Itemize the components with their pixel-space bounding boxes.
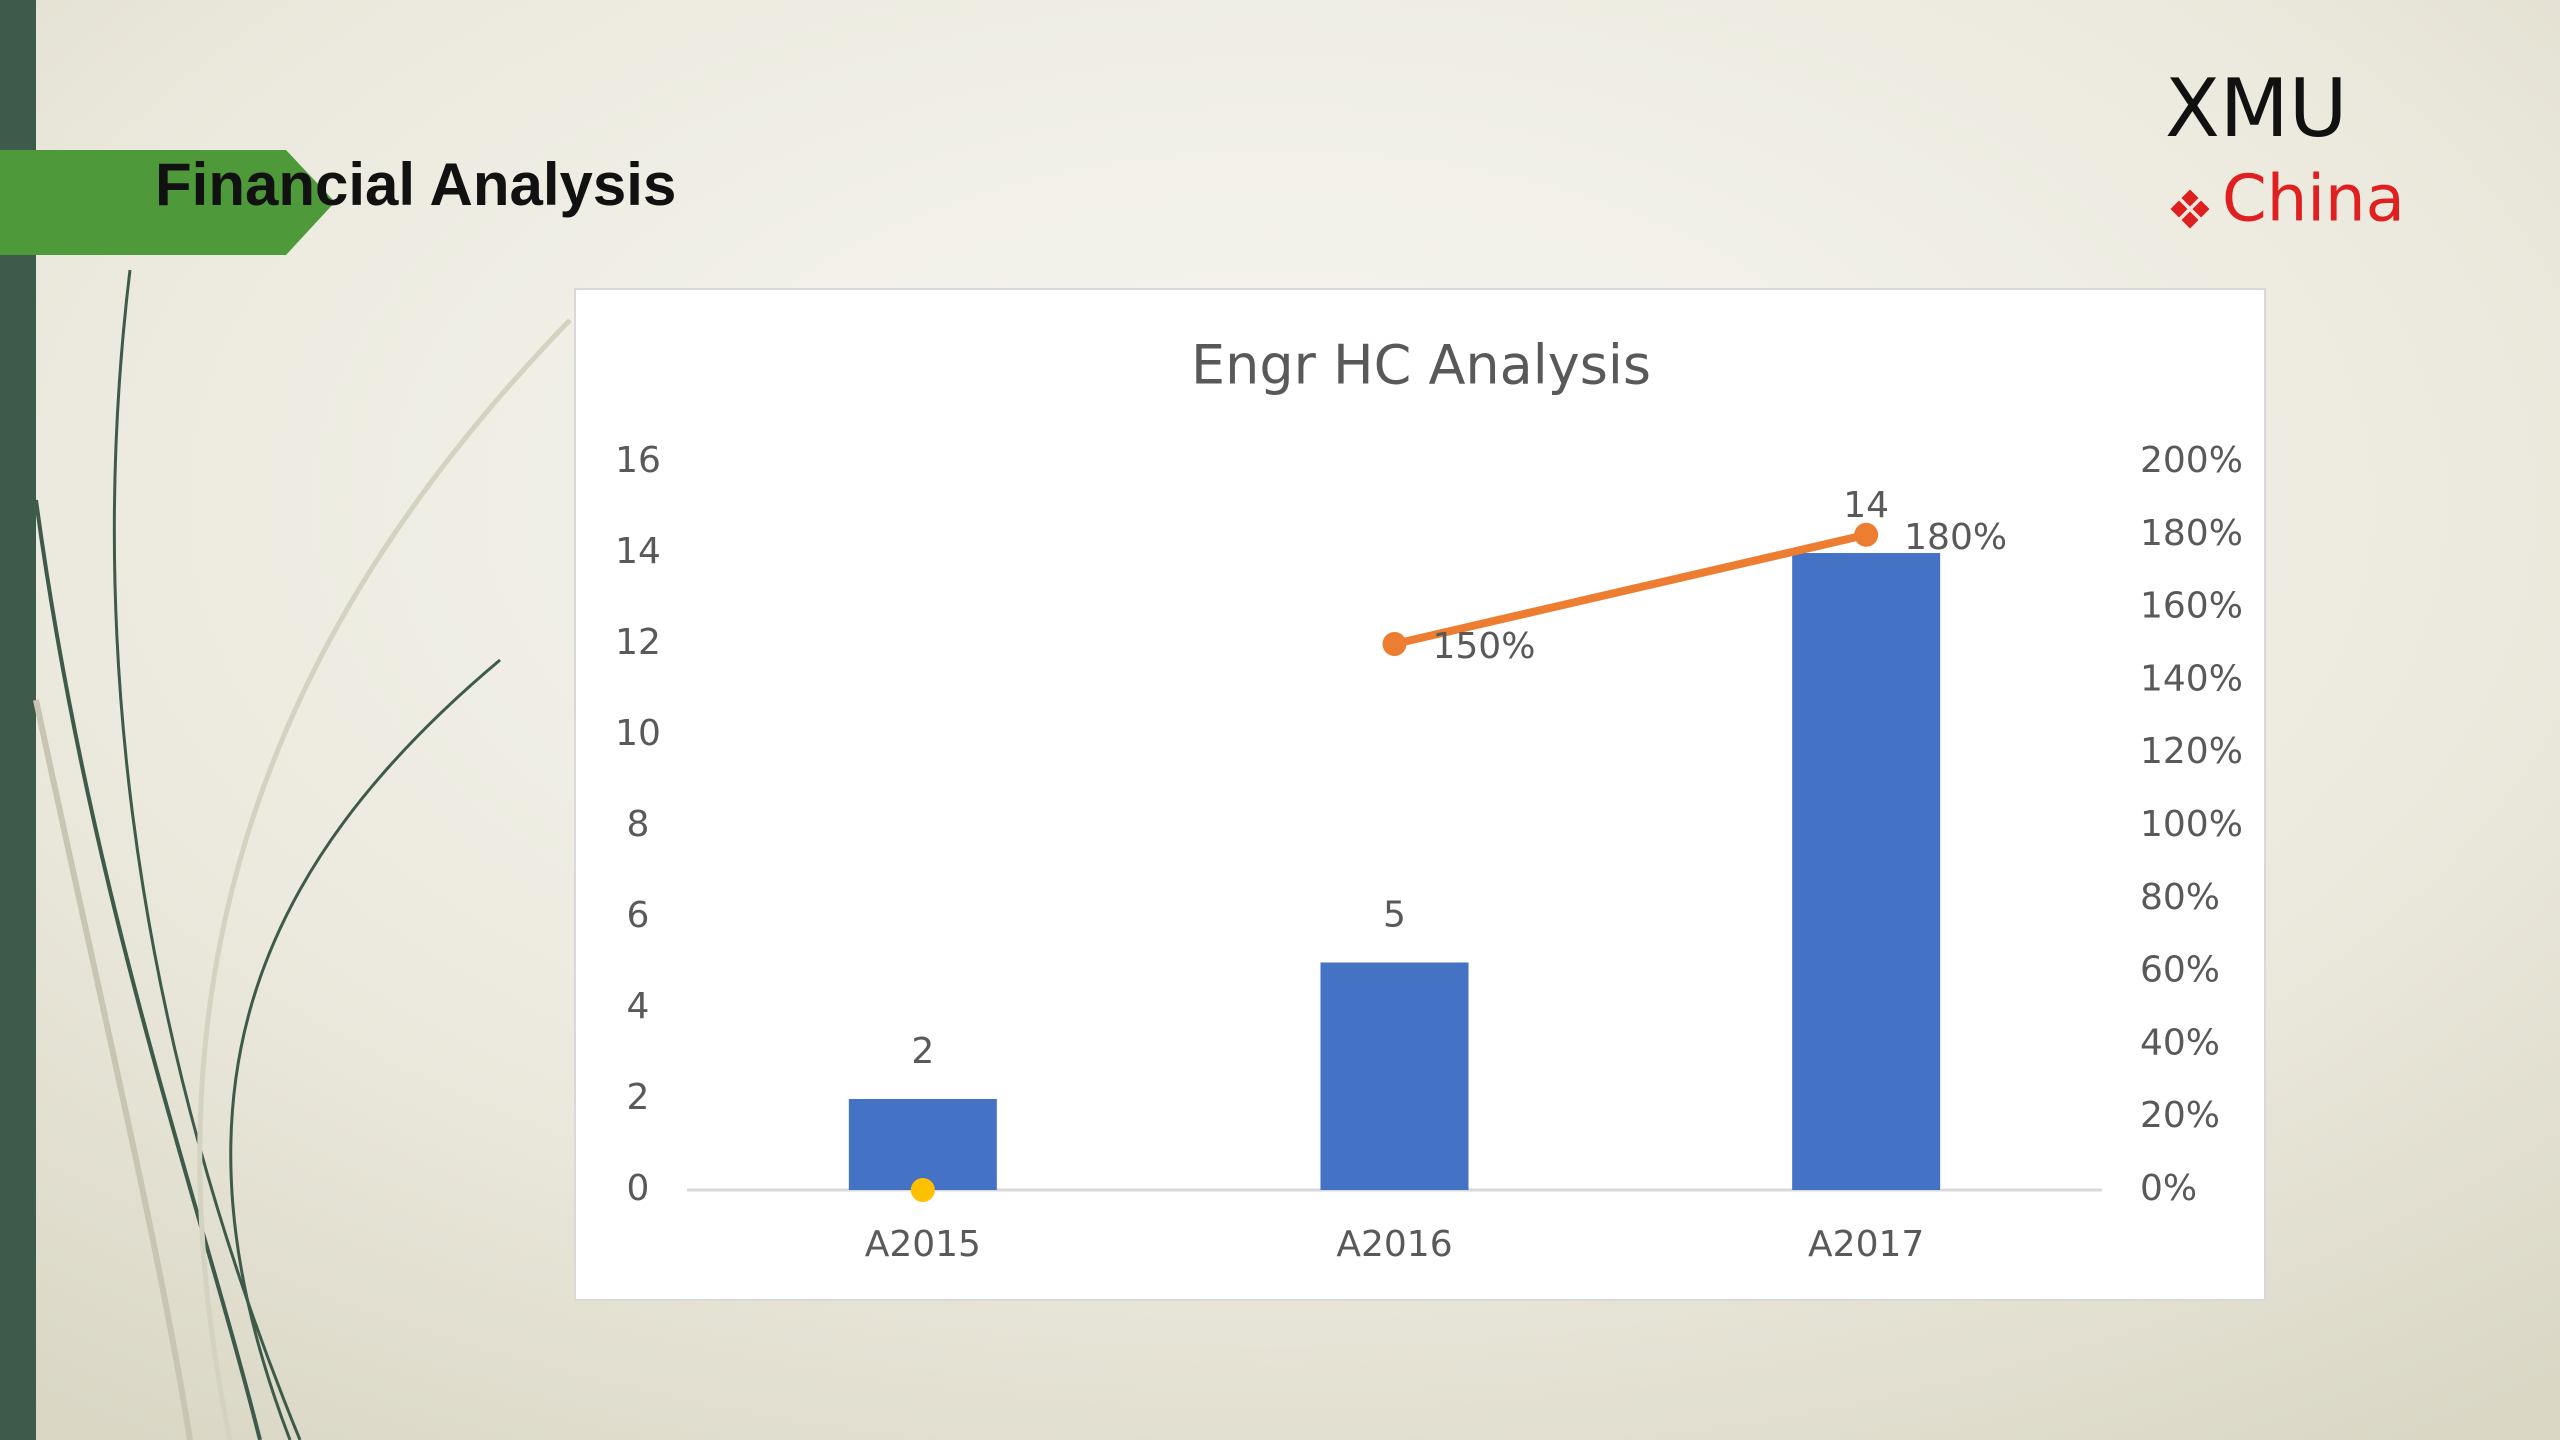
y2-tick-label: 60% bbox=[2140, 950, 2220, 991]
data-label: 14 bbox=[1843, 485, 1889, 526]
y2-tick-label: 140% bbox=[2140, 658, 2243, 699]
y2-tick-label: 40% bbox=[2140, 1022, 2220, 1063]
y2-tick-label: 20% bbox=[2140, 1095, 2220, 1136]
y2-tick-label: 120% bbox=[2140, 731, 2243, 772]
data-label: 150% bbox=[1433, 626, 1536, 667]
bar bbox=[848, 1099, 997, 1190]
line-marker bbox=[1382, 632, 1407, 656]
line bbox=[1390, 530, 1871, 648]
y-tick-label: 10 bbox=[615, 713, 661, 754]
logo-name: XMU bbox=[2165, 62, 2347, 155]
y2-tick-label: 0% bbox=[2140, 1168, 2197, 1209]
y-tick-label: 2 bbox=[627, 1077, 650, 1118]
y-tick-label: 0 bbox=[627, 1168, 650, 1209]
y-tick-label: 4 bbox=[627, 986, 650, 1027]
y2-tick-label: 180% bbox=[2140, 513, 2243, 554]
x-tick-label: A2016 bbox=[1336, 1224, 1452, 1265]
x-tick-label: A2015 bbox=[865, 1224, 981, 1265]
y-tick-label: 12 bbox=[615, 622, 661, 663]
y-tick-label: 14 bbox=[615, 531, 661, 572]
bar bbox=[1792, 553, 1941, 1190]
y2-tick-label: 160% bbox=[2140, 586, 2243, 627]
data-label: 2 bbox=[911, 1031, 934, 1072]
chart-title: Engr HC Analysis bbox=[1191, 334, 1651, 397]
point-marker bbox=[910, 1178, 935, 1202]
y2-tick-label: 200% bbox=[2140, 440, 2243, 481]
line-marker bbox=[1854, 522, 1879, 547]
y2-tick-label: 100% bbox=[2140, 804, 2243, 845]
bar bbox=[1320, 962, 1469, 1190]
slide-title: Financial Analysis bbox=[155, 151, 676, 218]
logo-region: China bbox=[2222, 163, 2405, 237]
y-tick-label: 6 bbox=[627, 895, 650, 936]
title-banner bbox=[0, 150, 335, 255]
y-tick-label: 8 bbox=[627, 804, 650, 845]
data-label: 5 bbox=[1383, 895, 1406, 936]
data-label: 180% bbox=[1904, 517, 2007, 558]
y2-tick-label: 80% bbox=[2140, 877, 2220, 918]
y-tick-label: 16 bbox=[615, 440, 661, 481]
x-tick-label: A2017 bbox=[1808, 1224, 1924, 1265]
decoration bbox=[33, 269, 572, 1440]
